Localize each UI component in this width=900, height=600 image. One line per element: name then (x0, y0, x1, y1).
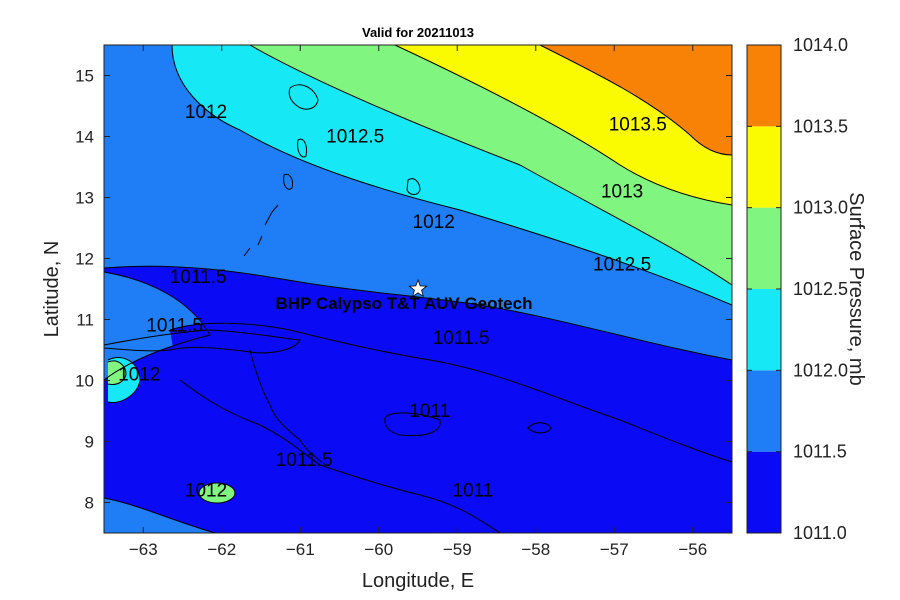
contour-label: 1012 (185, 102, 227, 123)
y-tick-label: 15 (75, 67, 94, 86)
contour-label: 1013.5 (609, 114, 667, 135)
y-axis-label: Latitude, N (41, 241, 63, 338)
contour-label: 1011.5 (276, 450, 333, 471)
contour-label: 1011.5 (433, 328, 490, 349)
colorbar: 1011.0 1011.5 1012.0 1012.5 1013.0 1013.5 1014… (747, 35, 848, 543)
x-axis-label: Longitude, E (362, 570, 474, 592)
x-tick-label: −59 (443, 540, 472, 559)
contour-label: 1011 (453, 480, 494, 501)
contour-label: 1011.5 (146, 316, 203, 337)
site-star-marker (408, 278, 428, 298)
x-tick-label: −61 (286, 540, 315, 559)
colorbar-frame (746, 44, 782, 534)
contour-lines (104, 45, 732, 533)
x-axis: −63 −62 −61 −60 −59 −58 −57 −56 (129, 45, 707, 559)
contour-label: 1012.5 (593, 255, 651, 276)
plot-frame (103, 44, 733, 534)
band-1012.5-west (108, 360, 126, 385)
band-1011-core (170, 323, 732, 533)
contour-label: 1011.5 (170, 267, 227, 288)
y-tick-label: 10 (75, 372, 94, 391)
site-label: BHP Calypso T&T AUV Geotech (276, 294, 533, 313)
colorbar-band (747, 45, 781, 127)
colorbar-tick-label: 1012.0 (793, 360, 848, 380)
colorbar-band (747, 370, 781, 452)
y-tick-label: 8 (85, 494, 94, 513)
site-marker: BHP Calypso T&T AUV Geotech (276, 278, 533, 313)
colorbar-tick-label: 1013.0 (793, 198, 848, 218)
colorbar-tick-label: 1011.5 (793, 442, 847, 462)
colorbar-label: Surface Pressure, mb (845, 192, 867, 385)
colorbar-band (747, 126, 781, 208)
y-tick-label: 11 (76, 311, 94, 330)
y-tick-label: 12 (75, 250, 94, 269)
colorbar-tick-label: 1013.5 (793, 116, 848, 136)
coastlines (104, 84, 501, 533)
colorbar-tick-label: 1012.5 (793, 279, 848, 299)
colorbar-band (747, 289, 781, 371)
plot-area (104, 45, 732, 533)
colorbar-tick-label: 1014.0 (793, 35, 848, 55)
x-tick-label: −57 (600, 540, 629, 559)
x-tick-label: −58 (521, 540, 550, 559)
contour-label: 1012.5 (326, 127, 384, 148)
y-tick-label: 9 (85, 433, 94, 452)
contour-labels: 1013.5 1013 1012.5 1012.5 1012 1012 1012 1012 10… (118, 102, 667, 501)
band-1012.5-south (199, 483, 235, 503)
contour-label: 1012 (413, 212, 455, 233)
x-tick-label: −62 (207, 540, 236, 559)
y-tick-label: 14 (75, 128, 94, 147)
chart-title: Valid for 20211013 (362, 25, 474, 40)
x-tick-label: −60 (364, 540, 393, 559)
contour-label: 1013 (601, 181, 643, 202)
colorbar-tick-label: 1011.0 (793, 523, 847, 543)
x-tick-label: −56 (678, 540, 707, 559)
band-1013.5-1014 (540, 45, 732, 155)
y-tick-label: 13 (75, 189, 94, 208)
colorbar-band (747, 451, 781, 533)
contour-label: 1012 (118, 364, 160, 385)
contour-label: 1011 (409, 401, 450, 422)
colorbar-band (747, 207, 781, 289)
contour-label: 1012 (185, 480, 227, 501)
x-tick-label: −63 (129, 540, 158, 559)
